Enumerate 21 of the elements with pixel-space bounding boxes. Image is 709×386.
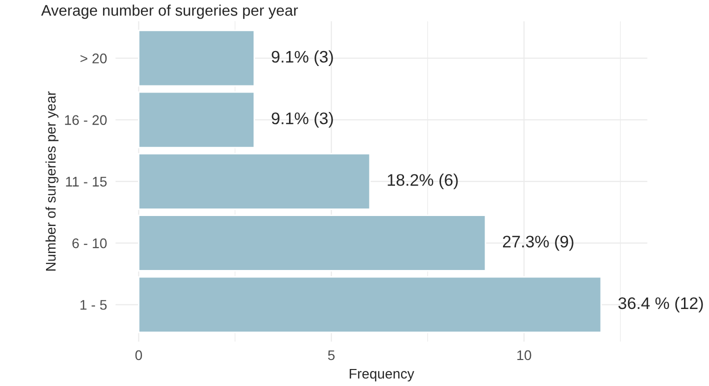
bar: [138, 214, 486, 272]
x-tick-label: 5: [328, 350, 335, 360]
data-label: 9.1% (3): [272, 112, 333, 128]
bar: [138, 91, 255, 148]
data-label: 18.2% (6): [388, 174, 458, 190]
bar: [138, 30, 255, 87]
chart-title: Average number of surgeries per year: [41, 4, 298, 19]
y-tick-label: 1 - 5: [80, 300, 107, 310]
bar: [138, 276, 602, 334]
x-tick-label: 0: [135, 350, 142, 360]
y-axis-title: Number of surgeries per year: [45, 91, 58, 271]
data-label: 27.3% (9): [502, 235, 574, 251]
y-tick-label: > 20: [80, 54, 107, 64]
bar: [138, 153, 371, 210]
x-axis-title: Frequency: [350, 368, 414, 382]
y-tick-label: 6 - 10: [72, 238, 107, 248]
x-tick-label: 10: [517, 350, 532, 360]
data-label: 9.1% (3): [272, 50, 333, 66]
data-label: 36.4 % (12): [618, 296, 703, 312]
y-tick-label: 11 - 15: [66, 176, 107, 187]
y-tick-label: 16 - 20: [65, 115, 107, 125]
